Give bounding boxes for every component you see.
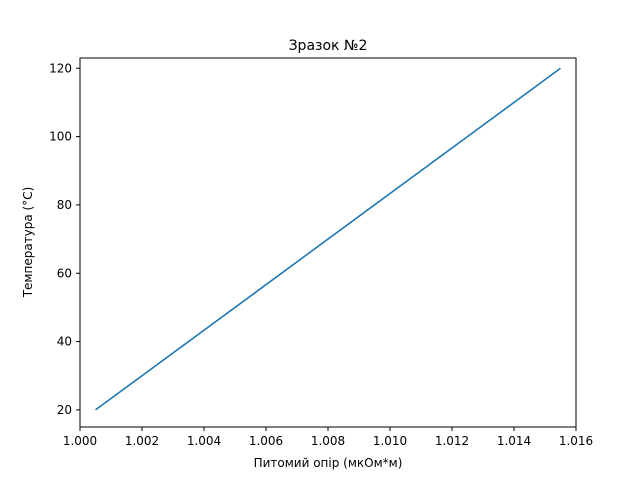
plot-area [95,67,561,411]
x-axis: 1.000 1.002 1.004 1.006 1.008 1.010 1.012 1.014… [63,427,593,448]
x-tick-label: 1.000 [63,434,97,448]
chart-title: Зразок №2 [289,38,368,54]
y-tick-label: 120 [49,61,72,75]
y-tick-label: 60 [57,266,72,280]
x-tick-label: 1.012 [435,434,469,448]
x-tick-label: 1.010 [373,434,407,448]
x-tick-label: 1.016 [559,434,593,448]
x-axis-title: Питомий опір (мкОм*м) [254,456,403,470]
y-axis: 20 40 60 80 100 120 [49,61,80,417]
y-tick-label: 80 [57,198,72,212]
x-tick-label: 1.014 [497,434,531,448]
y-tick-label: 100 [49,130,72,144]
x-tick-label: 1.002 [125,434,159,448]
y-tick-label: 20 [57,403,72,417]
y-tick-label: 40 [57,335,72,349]
series-line [95,67,561,411]
y-axis-title: Температура (°C) [21,187,35,299]
x-tick-label: 1.006 [249,434,283,448]
x-tick-label: 1.008 [311,434,345,448]
x-tick-label: 1.004 [187,434,221,448]
